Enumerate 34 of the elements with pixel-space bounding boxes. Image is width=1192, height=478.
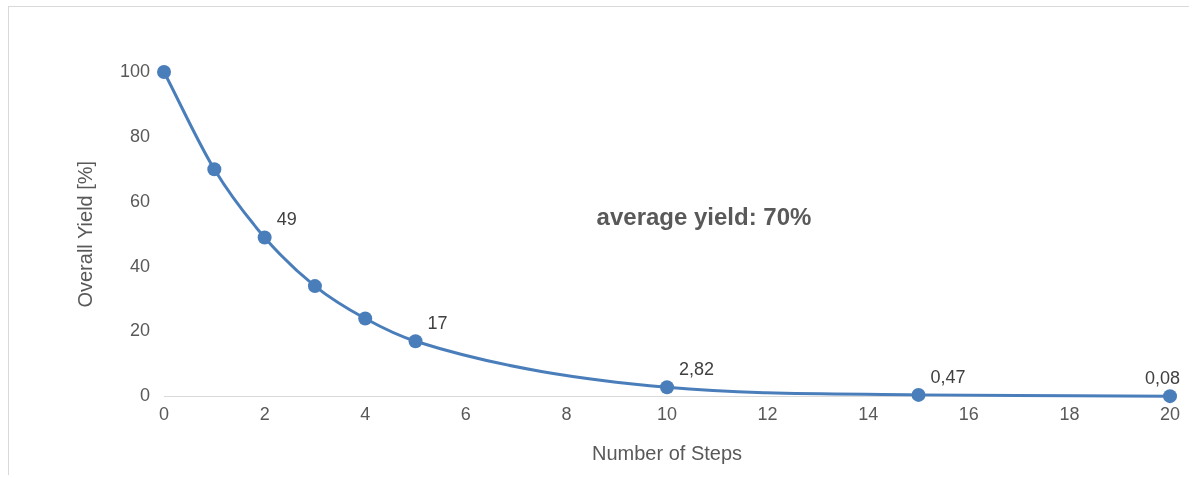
x-tick-label: 12 <box>757 404 778 425</box>
x-tick-label: 0 <box>159 404 170 425</box>
x-tick-label: 20 <box>1159 404 1181 425</box>
point <box>1163 389 1177 404</box>
point <box>207 162 222 177</box>
data-label: 0,08 <box>1144 368 1181 389</box>
y-tick-label: 0 <box>140 385 151 406</box>
point <box>358 311 373 326</box>
annotation: average yield: 70% <box>596 202 812 230</box>
point <box>660 380 675 395</box>
x-tick-label: 8 <box>561 404 572 425</box>
point <box>408 334 423 349</box>
y-tick-label: 80 <box>130 125 151 146</box>
point <box>911 387 926 402</box>
x-tick-label: 18 <box>1059 404 1080 425</box>
x-tick-label: 16 <box>958 404 979 425</box>
data-label: 0,47 <box>930 366 966 387</box>
y-tick-label: 20 <box>130 320 151 341</box>
y-tick-label: 40 <box>130 255 151 276</box>
data-label: 2,82 <box>679 359 715 380</box>
data-label: 49 <box>276 209 297 230</box>
point <box>307 279 322 294</box>
y-axis-title: Overall Yield [%] <box>73 160 96 308</box>
point <box>257 230 272 245</box>
y-tick-label: 60 <box>130 190 151 211</box>
data-label: 17 <box>427 313 448 334</box>
y-tick-label: 100 <box>119 60 151 81</box>
x-tick-label: 10 <box>657 404 678 425</box>
x-axis-title: Number of Steps <box>591 441 743 464</box>
point <box>157 65 172 79</box>
x-tick-label: 4 <box>360 404 371 425</box>
x-tick-label: 14 <box>858 404 879 425</box>
x-tick-label: 2 <box>259 404 270 425</box>
x-tick-label: 6 <box>460 404 471 425</box>
